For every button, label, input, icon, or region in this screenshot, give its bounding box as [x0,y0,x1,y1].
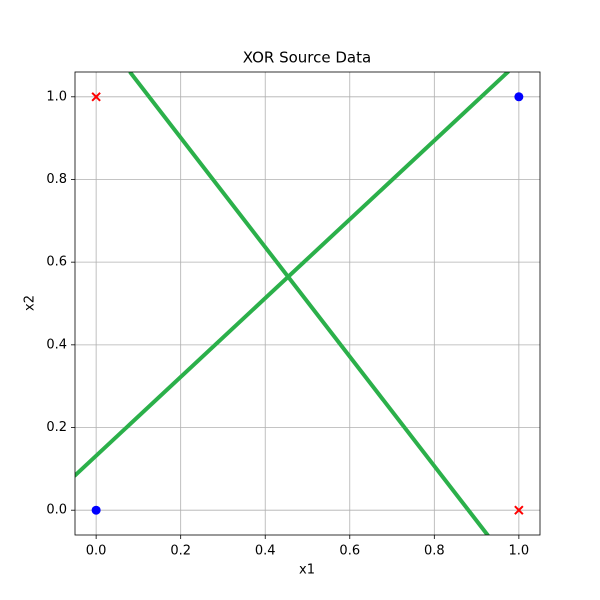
point-marker [91,505,101,515]
y-tick-label: 0.2 [46,420,67,435]
x-tick-label: 0.8 [424,544,445,559]
x-tick-label: 1.0 [509,544,530,559]
y-tick-label: 0.8 [46,172,67,187]
cross-marker [514,505,524,515]
y-tick-label: 0.4 [46,337,67,352]
plot-area [75,72,524,535]
chart-title: XOR Source Data [243,49,371,67]
x-tick-label: 0.0 [86,544,107,559]
boundary-line [128,72,490,535]
y-tick-label: 0.6 [46,255,67,270]
x-tick-label: 0.2 [170,544,191,559]
cross-marker [91,92,101,102]
y-axis-label: x2 [23,295,38,311]
plot-frame [74,71,541,536]
y-tick-label: 1.0 [46,89,67,104]
y-tick-label: 0.0 [46,503,67,518]
x-axis-label: x1 [299,563,315,578]
boundary-line [75,72,510,478]
point-marker [514,92,524,102]
x-tick-label: 0.4 [255,544,276,559]
x-tick-label: 0.6 [339,544,360,559]
